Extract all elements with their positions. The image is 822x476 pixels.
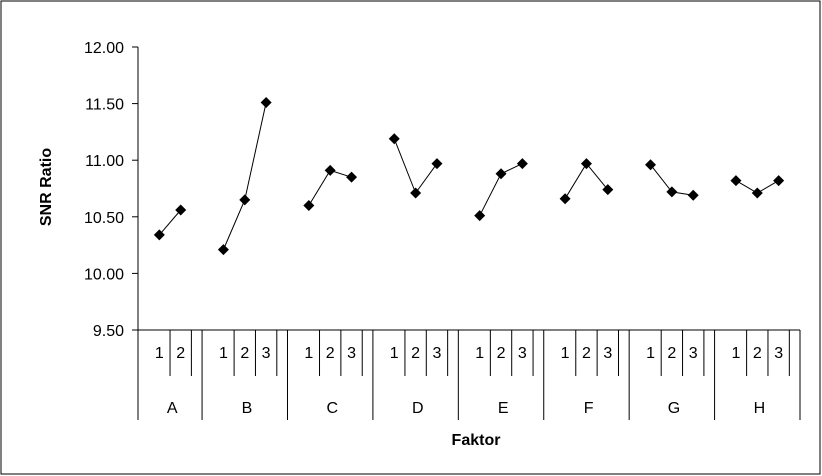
level-label-F-3: 3 [603, 345, 612, 362]
point-H-3 [773, 175, 785, 187]
level-label-H-2: 2 [753, 345, 762, 362]
point-H-2 [751, 187, 763, 199]
level-label-B-3: 3 [262, 345, 271, 362]
point-H-1 [730, 175, 742, 187]
point-F-2 [580, 158, 592, 170]
point-B-3 [260, 96, 272, 108]
level-label-F-1: 1 [561, 345, 570, 362]
point-F-1 [559, 193, 571, 205]
level-label-C-3: 3 [347, 345, 356, 362]
point-C-2 [324, 164, 336, 176]
point-D-1 [388, 133, 400, 145]
level-label-E-2: 2 [497, 345, 506, 362]
level-label-D-3: 3 [433, 345, 442, 362]
y-tick-label: 10.50 [84, 210, 124, 227]
level-label-C-1: 1 [304, 345, 313, 362]
level-label-F-2: 2 [582, 345, 591, 362]
data-marks [153, 96, 785, 256]
level-label-H-3: 3 [774, 345, 783, 362]
point-C-1 [303, 199, 315, 211]
factor-label-C: C [327, 400, 339, 417]
point-D-2 [410, 187, 422, 199]
x-axis-title: Faktor [452, 432, 501, 449]
point-B-2 [239, 194, 251, 206]
factor-label-D: D [412, 400, 424, 417]
level-label-A-2: 2 [176, 345, 185, 362]
point-F-3 [602, 184, 614, 196]
level-label-D-2: 2 [411, 345, 420, 362]
level-label-B-2: 2 [240, 345, 249, 362]
factor-label-G: G [668, 400, 680, 417]
point-G-1 [645, 159, 657, 171]
y-tick-label: 11.50 [85, 97, 124, 114]
level-label-E-3: 3 [518, 345, 527, 362]
level-label-A-1: 1 [155, 345, 164, 362]
level-label-C-2: 2 [326, 345, 335, 362]
level-label-H-1: 1 [731, 345, 740, 362]
point-G-3 [687, 189, 699, 201]
point-D-3 [431, 158, 443, 170]
level-label-D-1: 1 [390, 345, 399, 362]
y-tick-label: 10.00 [84, 266, 124, 283]
point-A-1 [153, 229, 165, 241]
point-E-3 [516, 158, 528, 170]
point-A-2 [175, 204, 187, 216]
factor-label-E: E [498, 400, 509, 417]
level-label-G-2: 2 [667, 345, 676, 362]
point-E-2 [495, 168, 507, 180]
factor-label-H: H [754, 400, 766, 417]
level-label-B-1: 1 [219, 345, 228, 362]
y-axis-title: SNR Ratio [38, 148, 55, 226]
level-label-G-3: 3 [689, 345, 698, 362]
level-label-E-1: 1 [475, 345, 484, 362]
factor-label-F: F [584, 400, 594, 417]
factor-label-A: A [167, 400, 178, 417]
level-label-G-1: 1 [646, 345, 655, 362]
y-tick-label: 9.50 [93, 323, 124, 340]
point-C-3 [346, 171, 358, 183]
factor-label-B: B [242, 400, 253, 417]
point-B-1 [217, 244, 229, 256]
point-G-2 [666, 186, 678, 198]
y-tick-label: 12.00 [84, 40, 124, 57]
factor-line-A [158, 209, 182, 236]
y-tick-label: 11.00 [85, 153, 124, 170]
point-E-1 [474, 210, 486, 222]
